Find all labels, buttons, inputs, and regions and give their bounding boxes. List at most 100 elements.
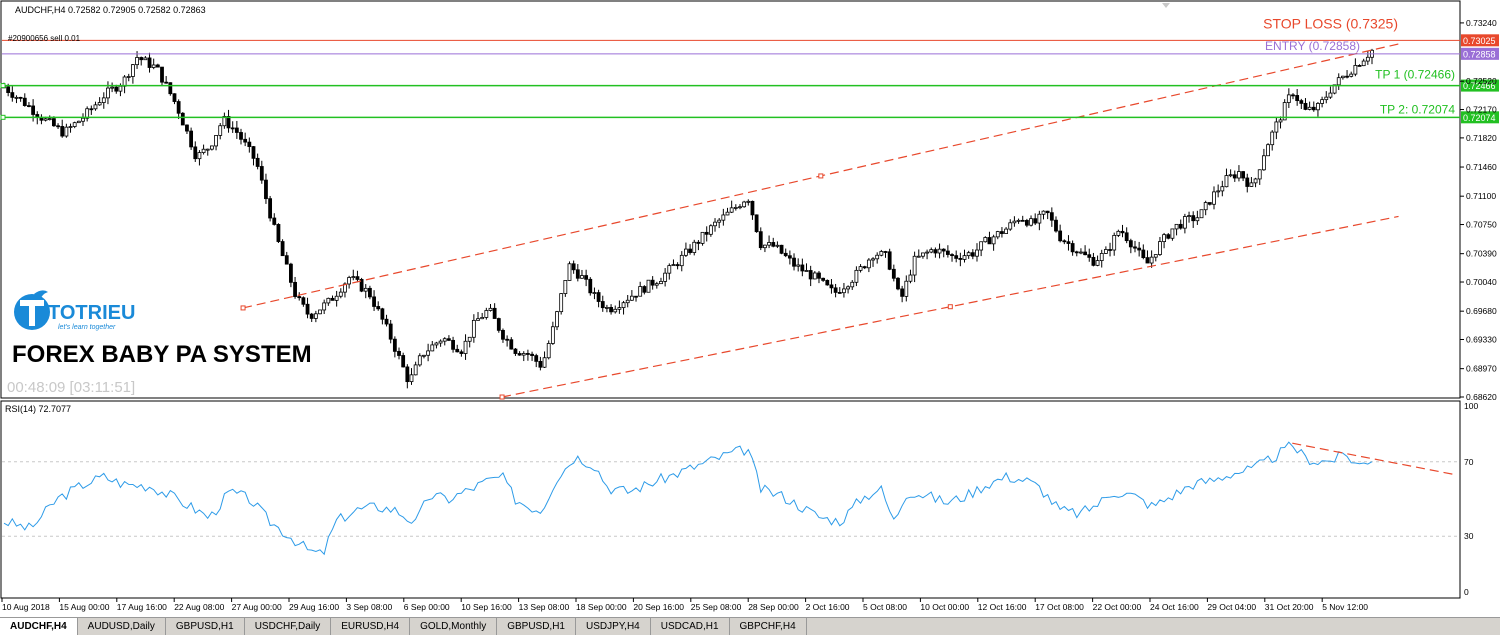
rsi-panel[interactable] — [0, 400, 1461, 599]
order-level-line[interactable]: ENTRY (0.72858) 0.72858 — [2, 39, 1499, 60]
chart-tabs: AUDCHF,H4 AUDUSD,Daily GBPUSD,H1 USDCHF,Dai… — [0, 617, 1500, 635]
candle — [401, 352, 406, 368]
candle — [126, 73, 131, 82]
candle — [1311, 101, 1316, 112]
time-tick-label: 10 Sep 16:00 — [461, 602, 512, 612]
channel-anchor-handle[interactable] — [818, 173, 824, 179]
candle — [459, 349, 464, 357]
candle — [650, 276, 655, 290]
candle — [155, 63, 160, 68]
order-level-line[interactable]: TP 1 (0.72466) 0.72466 — [0, 68, 1499, 92]
candle — [746, 199, 751, 206]
candle — [492, 303, 497, 319]
candle — [688, 244, 692, 255]
chart-dropdown-icon[interactable] — [1162, 3, 1170, 8]
price-tag-text: 0.72466 — [1463, 81, 1496, 91]
chart-tab[interactable]: EURUSD,H4 — [331, 618, 411, 635]
candle — [1124, 227, 1129, 244]
candle — [363, 284, 368, 299]
chart-tab[interactable]: USDCHF,Daily — [245, 618, 332, 635]
trend-channel[interactable] — [240, 43, 1399, 400]
candle — [101, 92, 106, 109]
chart-tab[interactable]: GBPUSD,H1 — [497, 618, 576, 635]
candle — [1320, 96, 1325, 108]
candle — [538, 356, 543, 371]
chart-tab[interactable]: USDCAD,H1 — [651, 618, 730, 635]
candle — [110, 82, 115, 93]
logo-t-icon — [20, 300, 44, 326]
candle — [671, 259, 676, 267]
candle — [289, 262, 293, 288]
candle — [247, 137, 252, 153]
channel-anchor-handle[interactable] — [947, 304, 953, 310]
symbol-info: AUDCHF,H4 0.72582 0.72905 0.72582 0.7286… — [15, 5, 206, 15]
candle — [484, 307, 489, 320]
order-level-line[interactable]: TP 2: 0.72074 0.72074 — [0, 102, 1499, 124]
candle — [1074, 250, 1079, 257]
candle — [941, 248, 946, 258]
candle — [950, 253, 954, 262]
logo-text: TOTRIEU — [48, 302, 135, 324]
order-level-line[interactable]: STOP LOSS (0.7325) 0.73025 — [2, 15, 1499, 47]
candle — [1195, 210, 1200, 225]
candle — [704, 226, 709, 242]
candle — [347, 275, 352, 289]
candle — [875, 252, 880, 264]
candle — [1008, 219, 1013, 231]
candle — [272, 213, 277, 226]
candle — [846, 285, 850, 294]
candle — [451, 336, 455, 353]
candle — [297, 292, 302, 301]
candle — [1212, 186, 1216, 210]
candle — [571, 260, 576, 274]
channel-lower-line[interactable] — [501, 215, 1399, 398]
chart-tab[interactable]: GBPUSD,H1 — [166, 618, 245, 635]
candle — [1162, 232, 1166, 249]
candle — [966, 250, 971, 259]
channel-anchor-handle[interactable] — [499, 394, 505, 400]
candle — [255, 153, 260, 170]
time-tick-label: 2 Oct 16:00 — [806, 602, 850, 612]
chart-tab[interactable]: USDJPY,H4 — [576, 618, 651, 635]
candle — [193, 141, 198, 162]
candle — [230, 121, 235, 133]
candle — [218, 122, 223, 140]
chart-tab[interactable]: AUDUSD,Daily — [78, 618, 166, 635]
channel-anchor-handle[interactable] — [240, 305, 246, 311]
time-tick-label: 12 Oct 16:00 — [978, 602, 1027, 612]
candle — [509, 337, 514, 350]
candle — [534, 353, 539, 368]
candle — [684, 242, 688, 258]
candle — [27, 102, 31, 108]
candle — [783, 248, 788, 258]
candle — [1087, 248, 1092, 262]
candle — [1049, 207, 1054, 227]
candle — [983, 236, 988, 243]
candle — [1207, 202, 1212, 206]
order-level-label: TP 1 (0.72466) — [1375, 68, 1455, 82]
candle — [513, 348, 518, 356]
chart-tab[interactable]: AUDCHF,H4 — [0, 618, 78, 635]
candle — [264, 173, 268, 204]
chart-tab[interactable]: GOLD,Monthly — [410, 618, 498, 635]
candle — [180, 112, 185, 126]
candle — [617, 300, 622, 314]
candle — [1120, 224, 1125, 238]
candle — [143, 56, 148, 61]
candle — [758, 227, 763, 251]
candle — [81, 113, 85, 126]
price-panel[interactable] — [0, 0, 1461, 399]
candle — [1328, 86, 1333, 99]
candle — [1145, 250, 1150, 264]
candle — [422, 354, 426, 359]
candle — [471, 314, 476, 343]
time-tick-label: 17 Aug 16:00 — [117, 602, 167, 612]
candle — [1237, 165, 1241, 182]
candle — [596, 289, 601, 308]
chart-tab[interactable]: GBPCHF,H4 — [730, 618, 807, 635]
candle — [234, 120, 239, 139]
candle — [663, 268, 668, 287]
